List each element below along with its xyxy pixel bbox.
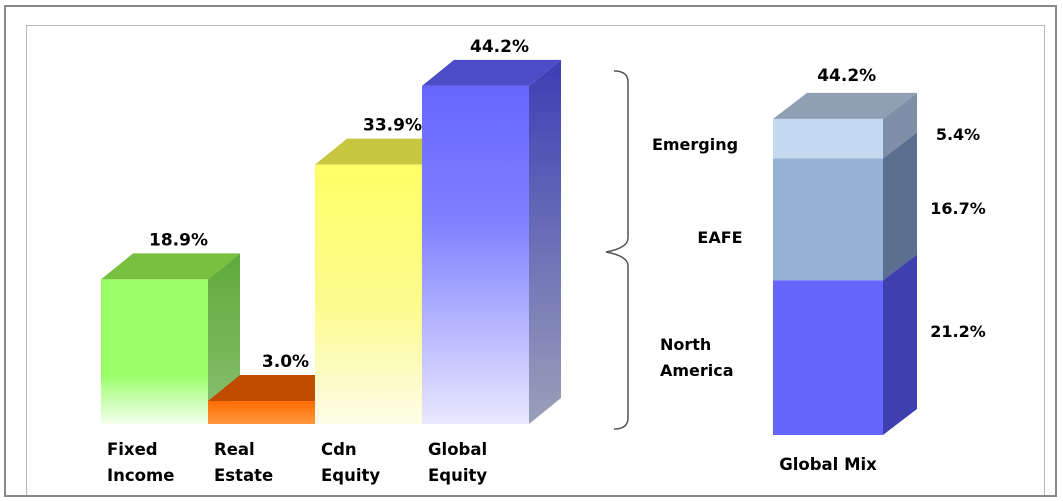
bar-top-global-equity: [422, 59, 561, 86]
segment-side-north-america: [883, 254, 917, 435]
category-label-fixed-income-2: Income: [107, 466, 174, 485]
category-label-real-estate-1: Real: [214, 440, 255, 459]
category-label-cdn-equity-1: Cdn: [321, 440, 357, 459]
value-label-real-estate: 3.0%: [262, 352, 309, 372]
bar-cdn-equity: [315, 164, 422, 425]
bar-fixed-income: [101, 279, 208, 424]
value-label-fixed-income: 18.9%: [149, 230, 208, 250]
global-mix-labels: 44.2% North America 21.2% EAFE 16.7% Emerging 5…: [652, 66, 986, 474]
bar-global-equity: [422, 85, 529, 425]
segment-side-eafe: [883, 132, 917, 281]
value-label-cdn-equity: 33.9%: [363, 116, 422, 136]
segment-eafe: [773, 158, 883, 281]
bar-side-fixed-income: [208, 253, 240, 424]
stack-top: [773, 92, 917, 119]
segment-value-eafe: 16.7%: [930, 199, 986, 218]
segment-emerging: [773, 118, 883, 159]
category-label-fixed-income-1: Fixed: [107, 440, 158, 459]
bar-top-fixed-income: [101, 253, 240, 280]
total-label: 44.2%: [817, 66, 876, 86]
chart-inner-border: [26, 25, 1045, 495]
bar-real-estate: [208, 401, 315, 424]
segment-name-eafe-1: EAFE: [697, 228, 742, 247]
category-label-cdn-equity-2: Equity: [321, 466, 380, 485]
grouping-brace: [605, 70, 629, 430]
asset-class-labels: 18.9% Fixed Income 3.0% Real Estate 33.9% Cdn Eq…: [107, 37, 529, 485]
bar-top-cdn-equity: [315, 138, 454, 165]
category-label-real-estate-2: Estate: [214, 466, 273, 485]
category-label-global-equity-1: Global: [428, 440, 487, 459]
segment-name-north-america-2: America: [660, 361, 734, 380]
bar-side-global-equity: [529, 59, 561, 425]
segment-side-emerging: [883, 92, 917, 159]
bar-top-real-estate: [208, 375, 347, 402]
category-label-global-mix: Global Mix: [779, 455, 877, 474]
segment-name-emerging-1: Emerging: [652, 135, 738, 154]
segment-north-america: [773, 280, 883, 435]
value-label-global-equity: 44.2%: [470, 37, 529, 57]
asset-class-bars: [101, 59, 561, 425]
global-mix-stack: [773, 92, 917, 435]
segment-value-emerging: 5.4%: [936, 125, 980, 144]
segment-value-north-america: 21.2%: [930, 322, 986, 341]
segment-name-north-america-1: North: [660, 335, 711, 354]
category-label-global-equity-2: Equity: [428, 466, 487, 485]
